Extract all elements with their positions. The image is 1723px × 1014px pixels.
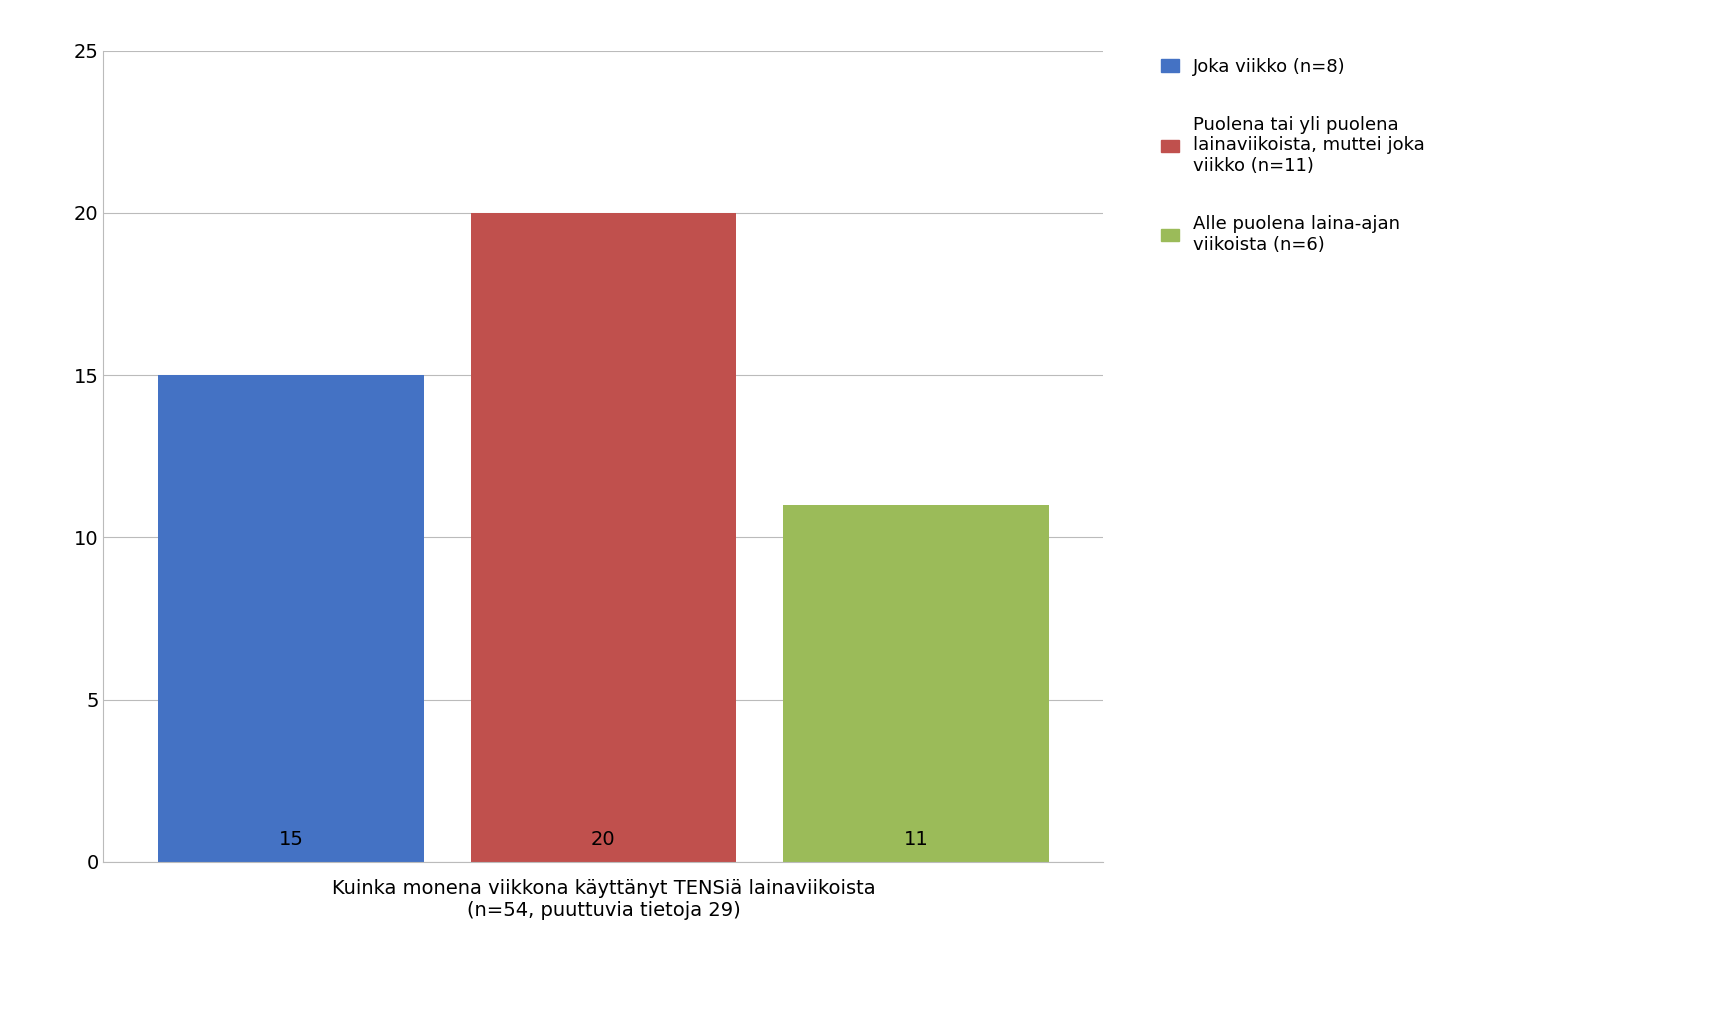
- Text: 11: 11: [903, 829, 927, 849]
- Bar: [159, 375, 424, 862]
- Bar: [470, 213, 736, 862]
- Text: 15: 15: [279, 829, 303, 849]
- Text: 20: 20: [591, 829, 615, 849]
- Bar: [782, 505, 1048, 862]
- Legend: Joka viikko (n=8), Puolena tai yli puolena
lainaviikoista, muttei joka
viikko (n: Joka viikko (n=8), Puolena tai yli puole…: [1153, 51, 1432, 261]
- X-axis label: Kuinka monena viikkona käyttänyt TENSiä lainaviikoista
(n=54, puuttuvia tietoja : Kuinka monena viikkona käyttänyt TENSiä …: [331, 878, 875, 920]
